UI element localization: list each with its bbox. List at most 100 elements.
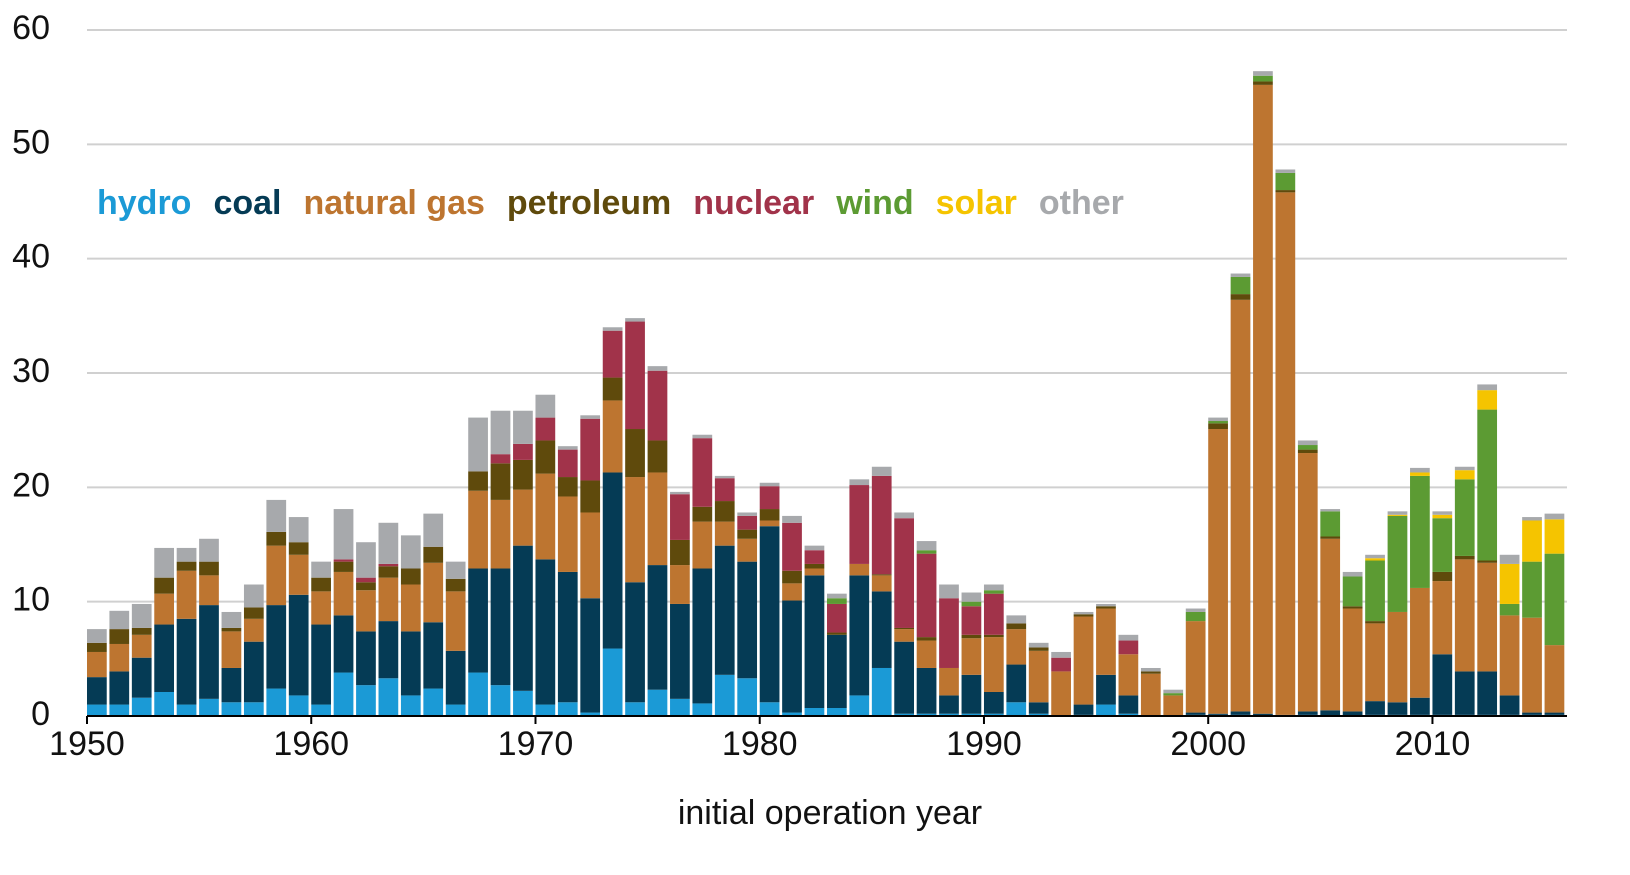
- bar-segment: [490, 454, 511, 464]
- bar-segment: [714, 521, 735, 546]
- bar-segment: [557, 449, 578, 478]
- bar-segment: [490, 685, 511, 716]
- bar-segment: [400, 568, 421, 585]
- bar-segment: [199, 575, 219, 606]
- bar-segment: [1253, 71, 1273, 76]
- bar-segment: [602, 400, 623, 473]
- bar-segment: [1297, 445, 1318, 450]
- bar-segment: [1477, 560, 1498, 563]
- bar-segment: [670, 565, 690, 604]
- bar-segment: [131, 634, 152, 658]
- bar-segment: [602, 377, 623, 401]
- bar-segment: [311, 591, 331, 625]
- bar-segment: [1477, 409, 1498, 561]
- bar-segment: [647, 370, 668, 441]
- bar-segment: [580, 480, 601, 513]
- y-tick-label: 50: [12, 123, 50, 161]
- bar-segment: [199, 561, 219, 576]
- bar-segment: [1028, 642, 1049, 648]
- bar-segment: [894, 512, 915, 519]
- bar-segment: [1163, 693, 1184, 696]
- bar-segment: [378, 563, 399, 567]
- bar-segment: [1454, 559, 1475, 672]
- bar-segment: [1320, 536, 1341, 539]
- bar-segment: [1410, 467, 1430, 473]
- bar-segment: [1499, 563, 1520, 604]
- bar-segment: [535, 394, 556, 418]
- bar-segment: [714, 475, 735, 479]
- bar-segment: [266, 688, 287, 716]
- bar-segment: [782, 570, 802, 584]
- bar-segment: [513, 545, 533, 691]
- bar-segment: [468, 417, 488, 472]
- bar-segment: [1297, 711, 1318, 715]
- bar-segment: [1028, 650, 1049, 703]
- bar-segment: [199, 698, 219, 716]
- bar-segment: [400, 535, 421, 569]
- bar-segment: [311, 624, 331, 705]
- bar-segment: [243, 584, 264, 608]
- bar-segment: [266, 605, 287, 689]
- bar-segment: [647, 440, 668, 473]
- bar-segment: [87, 642, 107, 652]
- bar-segment: [1163, 689, 1184, 694]
- bar-segment: [939, 598, 959, 668]
- bar-segment: [513, 410, 533, 444]
- bar-segment: [1477, 671, 1498, 715]
- bar-segment: [670, 539, 690, 566]
- bar-segment: [87, 651, 107, 678]
- bar-segment: [983, 593, 1004, 635]
- bar-segment: [1544, 513, 1565, 520]
- legend-entry: nuclear: [693, 184, 814, 222]
- bar-segment: [356, 577, 376, 583]
- bar-segment: [1275, 172, 1296, 191]
- bar-segment: [1118, 713, 1139, 716]
- bar-segment: [445, 578, 466, 592]
- bar-segment: [1387, 611, 1408, 703]
- bar-segment: [333, 559, 354, 562]
- bar-segment: [1410, 472, 1430, 476]
- y-tick-label: 40: [12, 238, 50, 276]
- bar-segment: [535, 417, 556, 441]
- bar-segment: [759, 482, 780, 487]
- bar-segment: [1477, 390, 1498, 410]
- bar-segment: [827, 632, 847, 635]
- bar-segment: [333, 672, 354, 716]
- bar-segment: [916, 640, 937, 668]
- bar-segment: [109, 629, 130, 644]
- bar-segment: [176, 618, 197, 705]
- bar-segment: [961, 634, 982, 639]
- bar-segment: [916, 713, 937, 716]
- bar-segment: [961, 713, 982, 716]
- bar-segment: [87, 704, 107, 716]
- bar-segment: [400, 631, 421, 696]
- bar-segment: [154, 547, 175, 578]
- bar-segment: [1454, 671, 1475, 715]
- bar-segment: [1140, 667, 1161, 672]
- bar-segment: [1140, 673, 1161, 716]
- bar-segment: [333, 561, 354, 572]
- x-tick-label: 1990: [946, 725, 1022, 763]
- bar-segment: [1253, 713, 1273, 716]
- bar-segment: [714, 545, 735, 675]
- bar-segment: [670, 491, 690, 495]
- bar-segment: [1230, 273, 1251, 277]
- bar-segment: [737, 512, 758, 516]
- bar-segment: [1544, 553, 1565, 646]
- bar-segment: [1320, 511, 1341, 537]
- bar-segment: [1096, 606, 1116, 609]
- bar-segment: [1365, 621, 1385, 624]
- bar-segment: [423, 688, 444, 716]
- bar-segment: [1185, 712, 1206, 715]
- x-tick-label: 2000: [1170, 725, 1246, 763]
- bar-segment: [1454, 470, 1475, 480]
- bar-segment: [557, 496, 578, 572]
- bar-segment: [894, 629, 915, 642]
- bar-segment: [759, 526, 780, 703]
- bar-segment: [1275, 190, 1296, 193]
- bar-segment: [580, 418, 601, 481]
- bar-segment: [804, 563, 825, 569]
- bar-segment: [557, 477, 578, 497]
- bar-segment: [759, 520, 780, 527]
- bar-segment: [625, 318, 645, 322]
